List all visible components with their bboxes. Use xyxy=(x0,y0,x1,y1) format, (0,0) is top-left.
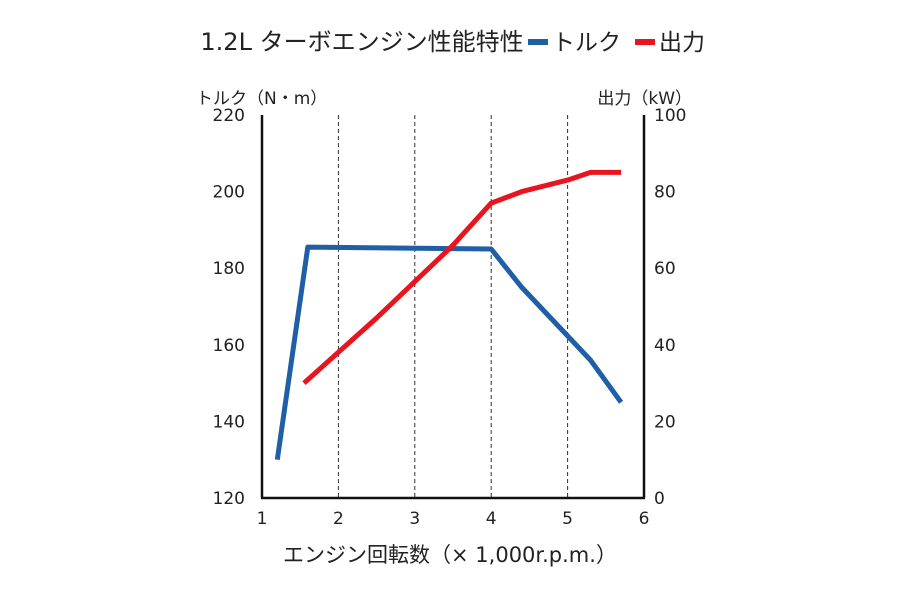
x-tick-label: 1 xyxy=(257,509,268,529)
y-right-tick-label: 80 xyxy=(654,183,676,203)
series-layer xyxy=(274,169,624,461)
y-left-tick-label: 200 xyxy=(213,183,245,203)
y-right-tick-label: 40 xyxy=(654,336,676,356)
tick-labels: 120 140 160 180 200 220 0 20 40 60 80 100 1 2 3 4 5 6 xyxy=(213,106,687,529)
y-right-axis-label: 出力（kW） xyxy=(597,89,692,109)
grid-lines xyxy=(337,115,569,498)
y-left-tick-label: 180 xyxy=(213,259,245,279)
y-left-axis-label: トルク（N・m） xyxy=(196,89,327,109)
y-right-tick-label: 100 xyxy=(654,106,686,126)
legend-label: 出力 xyxy=(659,30,705,56)
series-line-power xyxy=(302,169,622,385)
x-tick-label: 4 xyxy=(486,509,497,529)
y-left-tick-label: 220 xyxy=(213,106,245,126)
x-axis-label: エンジン回転数（× 1,000r.p.m.） xyxy=(283,543,617,567)
x-tick-label: 5 xyxy=(562,509,573,529)
y-right-tick-label: 60 xyxy=(654,259,676,279)
legend: トルク 出力 xyxy=(528,30,705,56)
y-left-tick-label: 140 xyxy=(213,412,245,432)
y-right-tick-label: 0 xyxy=(654,489,665,509)
x-tick-label: 2 xyxy=(333,509,344,529)
chart-title: 1.2L ターボエンジン性能特性 xyxy=(200,28,523,56)
x-tick-label: 6 xyxy=(639,509,650,529)
legend-label: トルク xyxy=(552,30,621,56)
y-left-tick-label: 120 xyxy=(213,489,245,509)
y-right-tick-label: 20 xyxy=(654,412,676,432)
x-tick-label: 3 xyxy=(409,509,420,529)
series-line-torque xyxy=(274,244,624,461)
axes xyxy=(260,115,646,500)
y-left-tick-label: 160 xyxy=(213,336,245,356)
